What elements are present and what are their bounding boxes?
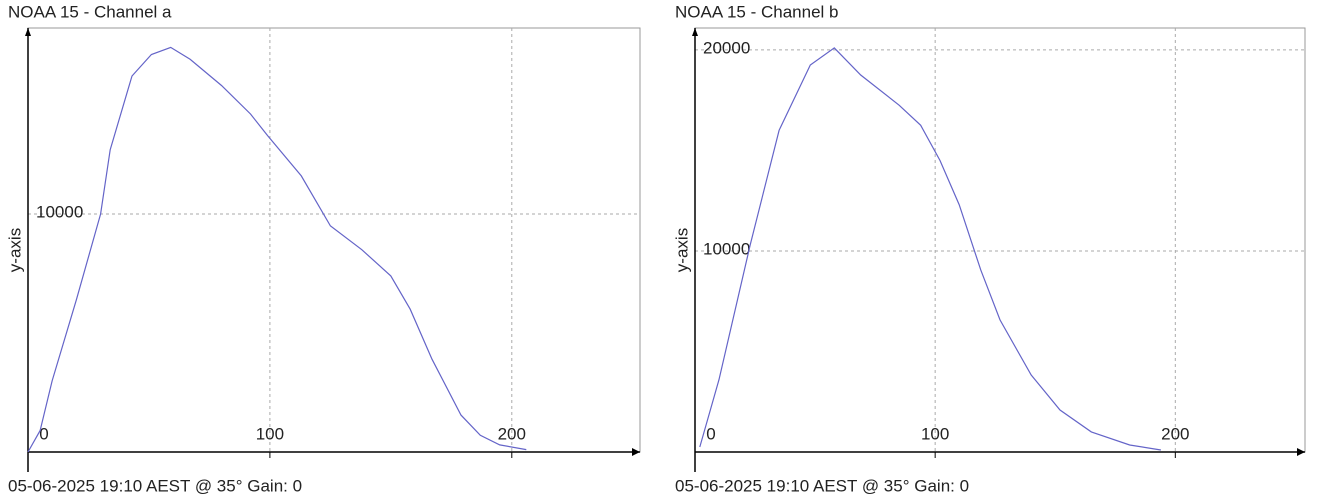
plot-frame [27,27,641,453]
footer: 05-06-2025 19:10 AEST @ 35° Gain: 0 [675,476,969,495]
x-tick-label: 100 [921,424,949,443]
plot-frame [694,27,1306,453]
y-axis-label: y-axis [5,228,24,272]
x-tick-label: 100 [256,424,284,443]
y-tick-label: 10000 [703,239,750,258]
chart-title: NOAA 15 - Channel a [8,2,172,21]
x-arrow [632,448,640,456]
x-tick-label: 200 [498,424,526,443]
x-tick-label: 0 [39,424,48,443]
chart-title: NOAA 15 - Channel b [675,2,838,21]
y-tick-label: 10000 [36,202,83,221]
y-axis-label: y-axis [672,228,691,272]
x-tick-label: 200 [1161,424,1189,443]
data-line [699,47,1161,451]
y-arrow [692,28,698,36]
y-tick-label: 20000 [703,38,750,57]
y-arrow [25,28,31,36]
data-line [27,46,527,453]
footer: 05-06-2025 19:10 AEST @ 35° Gain: 0 [8,476,302,495]
x-tick-label: 0 [706,424,715,443]
x-arrow [1297,448,1305,456]
